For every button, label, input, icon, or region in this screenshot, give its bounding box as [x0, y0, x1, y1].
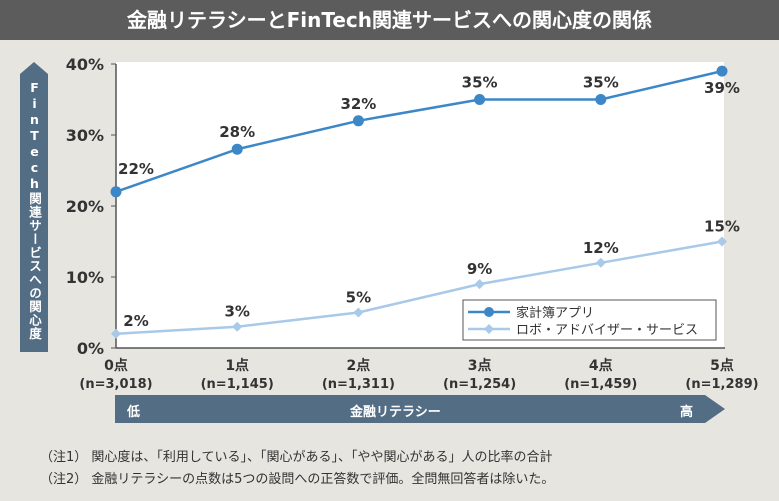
data-point — [353, 307, 364, 318]
band-label: 金融リテラシー — [350, 405, 441, 420]
legend-marker — [484, 307, 494, 317]
y-axis-label-text: FinTech関連サービスへの関心度 — [27, 80, 42, 341]
data-point — [352, 115, 364, 127]
data-point — [595, 257, 606, 268]
legend-label: ロボ・アドバイザー・サービス — [516, 323, 698, 338]
data-point — [231, 143, 243, 155]
x-tick-label: 2点 — [347, 357, 371, 374]
x-tick-sublabel: (n=1,289) — [685, 377, 758, 392]
y-axis-label: FinTech関連サービスへの関心度 — [20, 62, 48, 352]
data-label: 5% — [346, 289, 371, 307]
note-1: （注1） 関心度は、「利用している」、「関心がある」、「やや関心がある」人の比率… — [40, 450, 553, 465]
y-tick-label: 40% — [66, 55, 104, 74]
data-point — [717, 236, 727, 247]
data-point — [716, 65, 728, 77]
y-tick-label: 10% — [66, 268, 104, 287]
legend — [462, 299, 717, 341]
x-tick-sublabel: (n=1,254) — [443, 377, 516, 392]
data-label: 35% — [462, 74, 498, 92]
chart-title: 金融リテラシーとFinTech関連サービスへの関心度の関係 — [0, 0, 779, 40]
data-label: 15% — [704, 218, 740, 236]
y-tick-label: 30% — [66, 126, 104, 145]
data-point — [595, 94, 607, 105]
x-tick-sublabel: (n=1,311) — [322, 377, 395, 392]
data-label: 12% — [583, 239, 619, 257]
data-point — [474, 94, 486, 105]
legend-label: 家計簿アプリ — [516, 305, 594, 321]
series-line-0 — [115, 69, 723, 193]
data-label: 28% — [219, 123, 255, 141]
data-label: 22% — [118, 160, 154, 178]
x-tick-sublabel: (n=1,459) — [564, 377, 637, 392]
band-high: 高 — [680, 405, 694, 420]
data-label: 39% — [704, 79, 740, 97]
data-label: 3% — [224, 303, 249, 321]
data-point — [232, 321, 243, 332]
legend-marker — [484, 324, 494, 334]
data-point — [111, 328, 121, 339]
y-tick-label: 20% — [66, 197, 104, 216]
x-tick-sublabel: (n=3,018) — [79, 377, 152, 392]
data-label: 35% — [583, 74, 619, 92]
x-tick-label: 3点 — [468, 357, 492, 374]
data-label: 2% — [123, 312, 148, 330]
note-2: （注2） 金融リテラシーの点数は5つの設問への正答数で評価。全問無回答者は除いた… — [40, 472, 555, 487]
x-tick-label: 4点 — [589, 357, 613, 374]
x-tick-sublabel: (n=1,145) — [201, 377, 274, 392]
data-label: 32% — [340, 95, 376, 113]
band-low: 低 — [127, 405, 141, 420]
x-tick-label: 0点 — [104, 357, 128, 374]
x-tick-label: 5点 — [710, 357, 734, 374]
data-point — [110, 186, 122, 198]
y-tick-label: 0% — [77, 339, 104, 358]
data-label: 9% — [467, 260, 492, 278]
data-point — [474, 279, 485, 290]
x-tick-label: 1点 — [225, 357, 249, 374]
x-axis-band: 低 金融リテラシー 高 — [115, 395, 725, 423]
series-line-1 — [115, 240, 723, 336]
